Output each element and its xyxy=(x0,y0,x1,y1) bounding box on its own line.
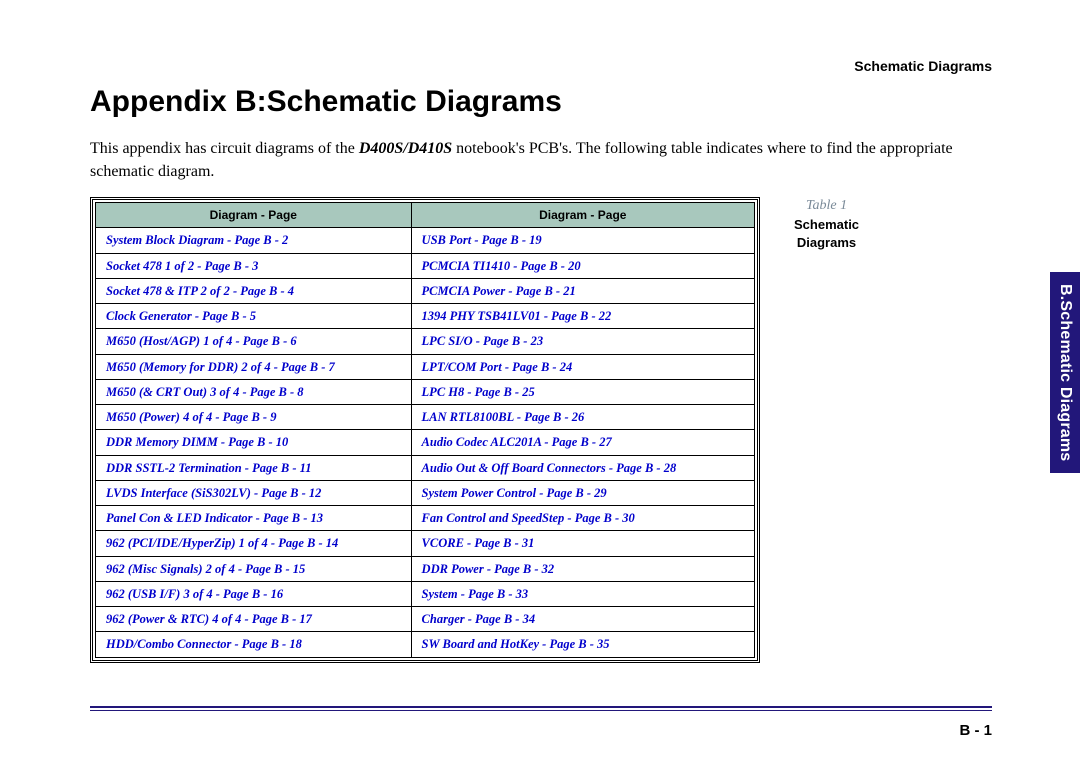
table-row: 962 (USB I/F) 3 of 4 - Page B - 16System… xyxy=(96,581,755,606)
diagram-link-cell[interactable]: M650 (& CRT Out) 3 of 4 - Page B - 8 xyxy=(96,379,412,404)
table-row: 962 (Power & RTC) 4 of 4 - Page B - 17Ch… xyxy=(96,607,755,632)
diagram-link-cell[interactable]: VCORE - Page B - 31 xyxy=(411,531,754,556)
diagram-link-cell[interactable]: 962 (Power & RTC) 4 of 4 - Page B - 17 xyxy=(96,607,412,632)
diagram-link-cell[interactable]: M650 (Power) 4 of 4 - Page B - 9 xyxy=(96,405,412,430)
col-header-1: Diagram - Page xyxy=(96,203,412,228)
table-row: HDD/Combo Connector - Page B - 18SW Boar… xyxy=(96,632,755,657)
diagram-link-cell[interactable]: System Power Control - Page B - 29 xyxy=(411,480,754,505)
diagram-link-cell[interactable]: Socket 478 1 of 2 - Page B - 3 xyxy=(96,253,412,278)
diagram-link-cell[interactable]: DDR Memory DIMM - Page B - 10 xyxy=(96,430,412,455)
table-row: DDR SSTL-2 Termination - Page B - 11Audi… xyxy=(96,455,755,480)
table-row: 962 (Misc Signals) 2 of 4 - Page B - 15D… xyxy=(96,556,755,581)
table-number: Table 1 xyxy=(794,197,859,216)
diagram-link-cell[interactable]: Charger - Page B - 34 xyxy=(411,607,754,632)
diagram-link-cell[interactable]: DDR SSTL-2 Termination - Page B - 11 xyxy=(96,455,412,480)
table-name-line2: Diagrams xyxy=(794,234,859,252)
diagram-link-cell[interactable]: 962 (PCI/IDE/HyperZip) 1 of 4 - Page B -… xyxy=(96,531,412,556)
intro-before: This appendix has circuit diagrams of th… xyxy=(90,140,359,157)
table-row: M650 (Host/AGP) 1 of 4 - Page B - 6LPC S… xyxy=(96,329,755,354)
table-row: Clock Generator - Page B - 51394 PHY TSB… xyxy=(96,304,755,329)
diagram-link-cell[interactable]: SW Board and HotKey - Page B - 35 xyxy=(411,632,754,657)
table-row: System Block Diagram - Page B - 2USB Por… xyxy=(96,228,755,253)
model-number: D400S/D410S xyxy=(359,140,452,157)
diagram-link-cell[interactable]: 962 (USB I/F) 3 of 4 - Page B - 16 xyxy=(96,581,412,606)
diagram-link-cell[interactable]: HDD/Combo Connector - Page B - 18 xyxy=(96,632,412,657)
table-name-line1: Schematic xyxy=(794,216,859,234)
table-caption: Table 1 Schematic Diagrams xyxy=(794,197,859,251)
diagram-link-cell[interactable]: System Block Diagram - Page B - 2 xyxy=(96,228,412,253)
diagram-link-cell[interactable]: Panel Con & LED Indicator - Page B - 13 xyxy=(96,506,412,531)
diagram-link-cell[interactable]: Clock Generator - Page B - 5 xyxy=(96,304,412,329)
schematic-table: Diagram - Page Diagram - Page System Blo… xyxy=(95,202,755,657)
diagram-link-cell[interactable]: PCMCIA Power - Page B - 21 xyxy=(411,278,754,303)
diagram-link-cell[interactable]: System - Page B - 33 xyxy=(411,581,754,606)
table-row: M650 (Memory for DDR) 2 of 4 - Page B - … xyxy=(96,354,755,379)
table-row: Panel Con & LED Indicator - Page B - 13F… xyxy=(96,506,755,531)
diagram-link-cell[interactable]: Fan Control and SpeedStep - Page B - 30 xyxy=(411,506,754,531)
diagram-link-cell[interactable]: LVDS Interface (SiS302LV) - Page B - 12 xyxy=(96,480,412,505)
table-row: Socket 478 & ITP 2 of 2 - Page B - 4PCMC… xyxy=(96,278,755,303)
table-row: LVDS Interface (SiS302LV) - Page B - 12S… xyxy=(96,480,755,505)
table-row: M650 (& CRT Out) 3 of 4 - Page B - 8LPC … xyxy=(96,379,755,404)
intro-paragraph: This appendix has circuit diagrams of th… xyxy=(90,137,992,183)
diagram-link-cell[interactable]: Audio Codec ALC201A - Page B - 27 xyxy=(411,430,754,455)
diagram-link-cell[interactable]: LPT/COM Port - Page B - 24 xyxy=(411,354,754,379)
diagram-link-cell[interactable]: 1394 PHY TSB41LV01 - Page B - 22 xyxy=(411,304,754,329)
diagram-link-cell[interactable]: LPC SI/O - Page B - 23 xyxy=(411,329,754,354)
diagram-link-cell[interactable]: 962 (Misc Signals) 2 of 4 - Page B - 15 xyxy=(96,556,412,581)
footer-rule xyxy=(90,706,992,711)
diagram-link-cell[interactable]: M650 (Host/AGP) 1 of 4 - Page B - 6 xyxy=(96,329,412,354)
diagram-link-cell[interactable]: LAN RTL8100BL - Page B - 26 xyxy=(411,405,754,430)
diagram-link-cell[interactable]: LPC H8 - Page B - 25 xyxy=(411,379,754,404)
page-title: Appendix B:Schematic Diagrams xyxy=(90,85,992,119)
schematic-table-frame: Diagram - Page Diagram - Page System Blo… xyxy=(90,197,760,662)
running-header: Schematic Diagrams xyxy=(854,58,992,74)
diagram-link-cell[interactable]: DDR Power - Page B - 32 xyxy=(411,556,754,581)
table-header-row: Diagram - Page Diagram - Page xyxy=(96,203,755,228)
diagram-link-cell[interactable]: Audio Out & Off Board Connectors - Page … xyxy=(411,455,754,480)
col-header-2: Diagram - Page xyxy=(411,203,754,228)
table-row: M650 (Power) 4 of 4 - Page B - 9LAN RTL8… xyxy=(96,405,755,430)
diagram-link-cell[interactable]: Socket 478 & ITP 2 of 2 - Page B - 4 xyxy=(96,278,412,303)
table-row: DDR Memory DIMM - Page B - 10Audio Codec… xyxy=(96,430,755,455)
diagram-link-cell[interactable]: M650 (Memory for DDR) 2 of 4 - Page B - … xyxy=(96,354,412,379)
section-tab: B.Schematic Diagrams xyxy=(1050,272,1080,473)
table-row: Socket 478 1 of 2 - Page B - 3PCMCIA TI1… xyxy=(96,253,755,278)
table-row: 962 (PCI/IDE/HyperZip) 1 of 4 - Page B -… xyxy=(96,531,755,556)
page-number: B - 1 xyxy=(959,722,992,739)
diagram-link-cell[interactable]: USB Port - Page B - 19 xyxy=(411,228,754,253)
diagram-link-cell[interactable]: PCMCIA TI1410 - Page B - 20 xyxy=(411,253,754,278)
